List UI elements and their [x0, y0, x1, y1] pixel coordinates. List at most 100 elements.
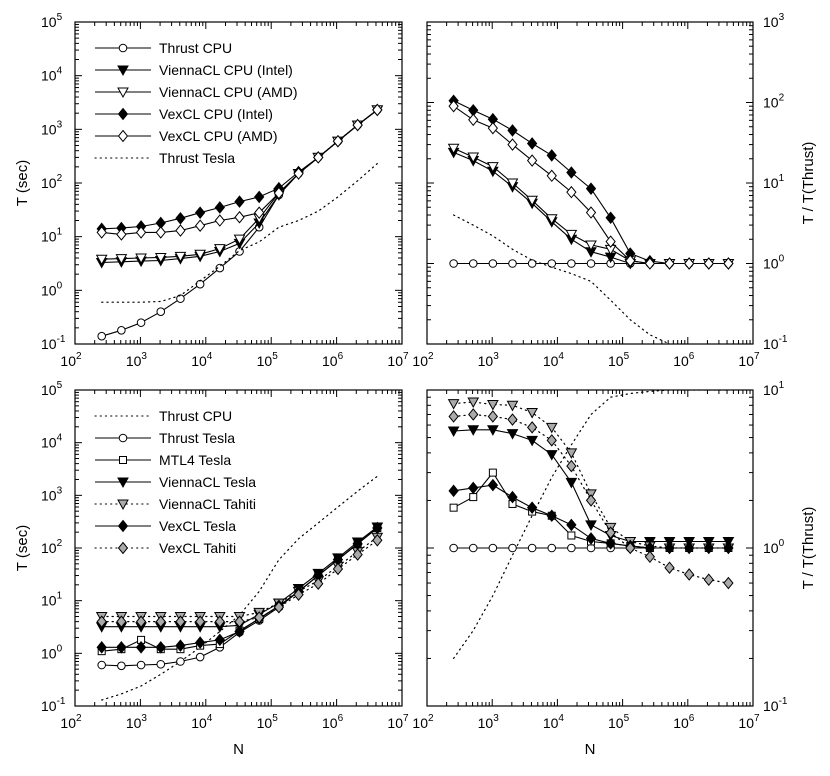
data-point	[507, 490, 518, 504]
data-point	[506, 400, 519, 412]
x-tick-exponent: 7	[754, 713, 760, 724]
panel-top-left: 102 103 104 105 106 10710-1100101102103104105…	[14, 12, 409, 369]
plot-area	[447, 94, 735, 344]
legend-entry-viennacl-tahiti: ViennaCL Tahiti	[94, 496, 256, 512]
data-point	[664, 561, 675, 575]
legend-marker	[118, 43, 128, 53]
series-thrust-cpu	[453, 390, 730, 660]
data-point	[664, 541, 675, 555]
data-point	[527, 259, 537, 268]
data-point	[136, 318, 146, 327]
y-axis-label: T / T(Thrust)	[800, 142, 817, 225]
legend-entry-thrust-cpu: Thrust CPU	[94, 408, 232, 424]
data-point	[605, 211, 616, 225]
x-tick-label: 103	[478, 351, 500, 369]
data-point	[546, 169, 557, 183]
y-tick-exponent: 1	[779, 173, 785, 184]
legend-marker	[117, 477, 129, 489]
data-point	[233, 234, 246, 246]
legend-entry-vexcl-tahiti: VexCL Tahiti	[94, 540, 236, 556]
legend-label: Thrust CPU	[159, 40, 232, 56]
data-point	[487, 121, 499, 135]
x-tick-label: 105	[608, 351, 630, 369]
series-line	[101, 539, 378, 623]
y-tick-exponent: 2	[779, 93, 785, 104]
x-tick-exponent: 2	[428, 713, 434, 724]
y-tick-exponent: 0	[779, 538, 785, 549]
data-point	[723, 257, 734, 270]
y-tick-exponent: 0	[779, 254, 785, 265]
x-tick-exponent: 6	[689, 351, 695, 362]
data-point	[546, 509, 557, 523]
data-point	[605, 526, 616, 539]
data-point	[487, 425, 499, 436]
legend-label: Thrust CPU	[159, 408, 232, 424]
data-point	[566, 166, 577, 179]
x-tick-label: 102	[412, 351, 434, 369]
legend-label: ViennaCL CPU (AMD)	[159, 84, 298, 100]
data-point	[447, 399, 460, 410]
data-point	[605, 537, 616, 550]
legend-entry-viennacl-cpu-intel: ViennaCL CPU (Intel)	[95, 62, 293, 78]
data-point	[117, 326, 126, 335]
data-point	[507, 138, 518, 151]
y-tick-exponent: 0	[57, 280, 63, 291]
y-tick-label: 101	[41, 227, 63, 245]
x-tick-exponent: 5	[624, 351, 630, 362]
ticks	[74, 390, 402, 707]
y-tick-label: 104	[41, 433, 63, 451]
data-point	[214, 615, 225, 628]
data-point	[135, 641, 147, 654]
data-point	[156, 659, 166, 669]
x-tick-exponent: 3	[493, 351, 499, 362]
y-tick-exponent: -1	[57, 696, 66, 707]
legend-label: VexCL Tahiti	[159, 540, 236, 556]
x-tick-exponent: 4	[558, 713, 564, 724]
data-point	[565, 477, 578, 489]
data-point	[213, 244, 226, 255]
x-tick-exponent: 4	[558, 351, 564, 362]
x-tick-label: 107	[387, 351, 409, 369]
series-vexcl-tesla	[96, 521, 383, 654]
data-point	[487, 162, 499, 173]
x-axis-label: N	[233, 741, 244, 758]
data-point	[332, 562, 344, 576]
data-point	[136, 660, 146, 670]
data-point	[372, 103, 383, 117]
data-point	[116, 641, 127, 654]
data-point	[585, 520, 597, 531]
y-tick-exponent: 1	[57, 591, 63, 602]
data-point	[526, 195, 538, 207]
x-tick-label: 103	[126, 713, 148, 731]
legend: Thrust CPU ViennaCL CPU (Intel) ViennaCL C…	[94, 40, 298, 166]
data-point	[703, 541, 714, 555]
data-point	[449, 543, 458, 553]
series-line	[453, 413, 730, 584]
data-point	[527, 543, 537, 553]
data-point	[468, 408, 479, 421]
data-point	[526, 421, 538, 434]
data-point	[586, 259, 596, 268]
ticks	[74, 22, 402, 345]
data-point	[585, 182, 597, 195]
x-tick-exponent: 3	[141, 713, 147, 724]
y-tick-label: 102	[41, 538, 63, 556]
data-point	[254, 190, 265, 204]
y-tick-label: 103	[763, 12, 785, 30]
x-tick-label: 102	[412, 713, 434, 731]
data-point	[723, 576, 734, 590]
data-point	[194, 615, 206, 628]
data-point	[116, 228, 127, 241]
x-tick-label: 106	[673, 351, 695, 369]
legend-entry-viennacl-cpu-amd: ViennaCL CPU (AMD)	[95, 84, 298, 100]
series-vexcl-tahiti	[448, 408, 734, 590]
data-point	[467, 397, 480, 408]
y-tick-label: 103	[41, 119, 63, 137]
y-tick-exponent: 4	[57, 433, 63, 444]
data-point	[447, 426, 460, 438]
y-tick-exponent: 2	[57, 173, 63, 184]
data-point	[175, 639, 186, 652]
series-thrust-tesla	[453, 214, 730, 344]
data-point	[332, 134, 344, 148]
y-tick-label: 100	[41, 643, 63, 661]
